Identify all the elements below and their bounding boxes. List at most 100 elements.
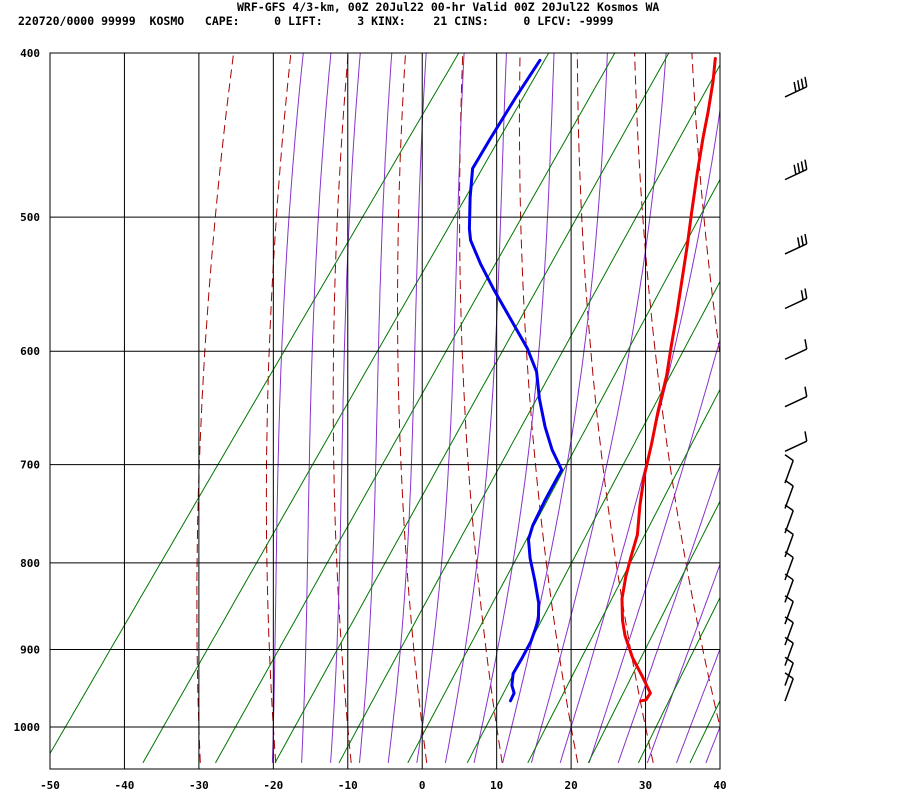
station-index-line: 220720/0000 99999 KOSMO CAPE: 0 LIFT: 3 … [18,14,614,28]
x-tick-label: -20 [263,779,283,792]
wind-barb [784,431,808,452]
barb-flag [797,162,801,173]
dry-adiabat [803,15,900,763]
barb-flag [804,288,808,299]
y-tick-label: 400 [20,47,40,60]
dry-adiabat [634,53,720,730]
barb-staff [784,460,794,484]
x-tick-label: 20 [564,779,577,792]
mixing-ratio-line [527,388,720,764]
dry-adiabat [332,53,352,763]
barb-staff [784,678,794,702]
barb-flag [800,78,804,89]
mixing-ratio-line [637,596,720,764]
dry-adiabat [518,53,579,763]
barb-staff [784,601,794,625]
barb-staff [784,557,794,581]
mixing-ratio-line [407,178,720,764]
wind-barb [784,454,794,484]
mixing-ratio-line [587,500,720,764]
barb-staff [784,662,794,686]
moist-adiabat [359,53,393,763]
wind-barb [784,288,808,310]
moist-adiabat [271,53,304,763]
barb-flag [800,161,804,172]
barb-flag [804,159,808,170]
moist-adiabat [330,53,361,763]
x-tick-label: -40 [115,779,135,792]
barb-flag [784,616,794,624]
x-tick-label: -50 [40,779,60,792]
barb-flag [800,290,804,301]
wind-barbs [784,76,808,702]
mixing-ratio-line [215,53,616,764]
moist-adiabat [676,647,720,764]
barb-staff [784,579,794,603]
y-tick-label: 600 [20,345,40,358]
mixing-ratio-line [338,63,720,764]
moist-adiabat [387,53,427,763]
wind-barb [784,233,808,255]
wind-barb [784,504,794,534]
wind-barb [784,656,794,686]
barb-staff [784,440,808,452]
barb-flag [804,76,808,87]
mixing-ratio-line [142,53,550,764]
wind-barb [784,159,808,181]
wind-barb [784,551,794,581]
x-tick-label: -30 [189,779,209,792]
background-lines [50,15,900,769]
barb-staff [784,395,808,408]
mixing-ratio-line [689,699,720,764]
barb-staff [784,168,808,181]
dry-adiabat [691,53,720,359]
moist-adiabat [617,464,720,764]
dry-adiabat [196,53,235,763]
y-tick-label: 800 [20,557,40,570]
dewpoint-line [467,58,564,703]
mixing-ratio-line [50,53,460,755]
barb-flag [784,636,794,644]
wind-barb [784,616,794,646]
barb-flag [793,81,797,92]
wind-barb [784,386,808,408]
x-tick-label: 10 [490,779,503,792]
moist-adiabat [502,53,608,764]
barb-staff [784,485,794,509]
barb-flag [797,237,801,248]
dry-adiabat [860,15,900,763]
barb-flag [784,656,794,664]
barb-flag [797,80,801,91]
barb-flag [800,235,804,246]
mixing-ratio-line [274,53,670,764]
barb-staff [784,622,794,646]
barb-staff [784,348,808,360]
wind-barb [784,528,794,558]
moist-adiabat [301,53,332,763]
y-tick-label: 900 [20,643,40,656]
x-tick-label: 40 [713,779,726,792]
chart-title-line: WRF-GFS 4/3-km, 00Z 20Jul22 00-hr Valid … [237,0,660,14]
moist-adiabat [444,53,507,763]
dry-adiabat [747,15,880,763]
wind-barb [784,76,808,98]
wind-barb [784,339,808,360]
moist-adiabat [588,337,720,764]
plot-frame [49,52,721,770]
moist-adiabat [735,15,900,763]
x-tick-label: 0 [419,779,426,792]
dry-adiabat [459,53,503,763]
dry-adiabat [396,53,428,763]
barb-staff [784,510,794,534]
moist-adiabat [705,725,720,764]
chart-header: WRF-GFS 4/3-km, 00Z 20Jul22 00-hr Valid … [0,0,900,32]
wind-barb [784,479,794,509]
moist-adiabat [646,563,720,764]
wind-barb [784,636,794,666]
barb-flag [804,339,808,350]
moist-adiabat [473,53,555,764]
temperature-line [620,57,717,703]
barb-flag [804,233,808,244]
barb-flag [793,164,797,175]
barb-staff [784,642,794,666]
